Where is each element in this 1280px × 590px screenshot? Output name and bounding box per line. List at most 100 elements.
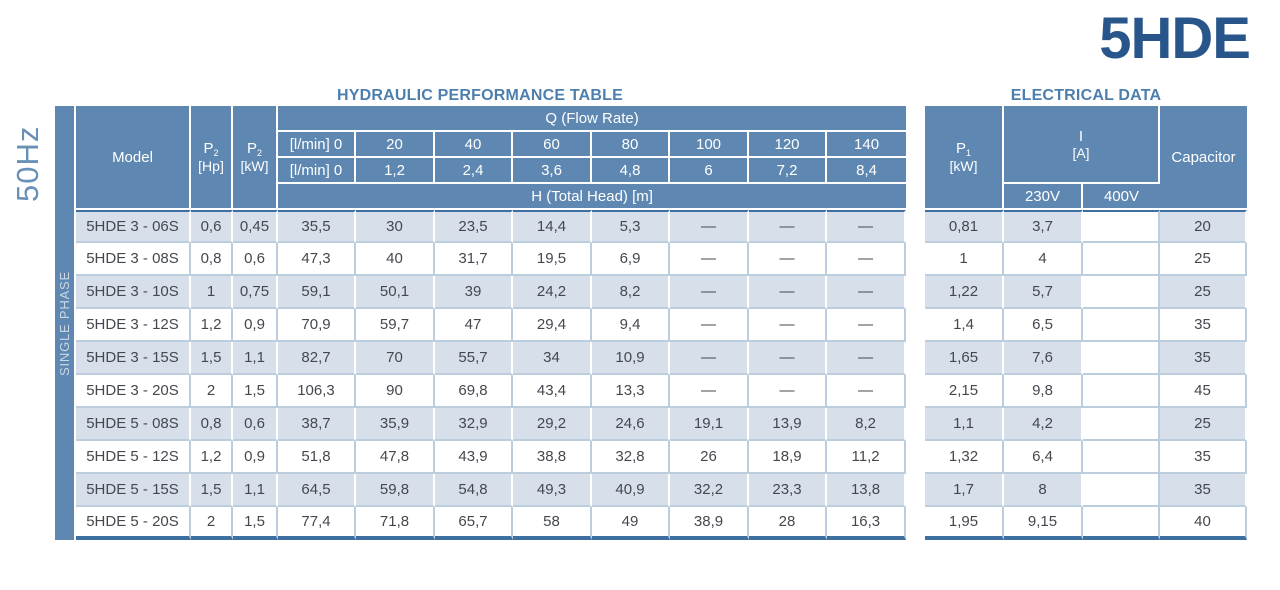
current-400v-cell (1083, 474, 1160, 507)
head-value-cell: 40 (356, 243, 435, 276)
head-value-cell: 43,4 (513, 375, 592, 408)
p2-hp-cell: 0,8 (191, 408, 233, 441)
p1-kw-cell: 1,7 (925, 474, 1004, 507)
head-value-cell: — (670, 342, 749, 375)
flow-m3h-value-cell: 2,4 (435, 158, 513, 184)
flow-m3h-value-cell: 1,2 (356, 158, 435, 184)
p2-kw-cell: 0,75 (233, 276, 278, 309)
head-value-cell: 13,9 (749, 408, 827, 441)
head-value-cell: 24,2 (513, 276, 592, 309)
capacitor-cell: 35 (1160, 342, 1247, 375)
current-400v-cell (1083, 375, 1160, 408)
head-value-cell: — (827, 375, 907, 408)
head-value-cell: 38,9 (670, 507, 749, 540)
head-value-cell: 28 (749, 507, 827, 540)
head-value-cell: — (749, 375, 827, 408)
p2-kw-cell: 0,6 (233, 243, 278, 276)
head-value-cell: 47,8 (356, 441, 435, 474)
p2-kw-cell: 0,45 (233, 210, 278, 243)
model-cell: 5HDE 3 - 20S (76, 375, 191, 408)
head-value-cell: — (827, 243, 907, 276)
current-230v-cell: 4 (1004, 243, 1083, 276)
p2-hp-cell: 1,2 (191, 309, 233, 342)
hydraulic-table-row: 5HDE 3 - 20S 2 1,5 106,3 90 69,8 43,4 13,3— — — (76, 375, 907, 408)
head-value-cell: 8,2 (827, 408, 907, 441)
column-header-model: Model (76, 106, 191, 210)
head-value-cell: 58 (513, 507, 592, 540)
head-value-cell: 90 (356, 375, 435, 408)
total-head-banner: H (Total Head) [m] (278, 184, 907, 210)
head-value-cell: 19,5 (513, 243, 592, 276)
head-value-cell: 5,3 (592, 210, 670, 243)
head-value-cell: 16,3 (827, 507, 907, 540)
hydraulic-table-row: 5HDE 5 - 15S 1,5 1,1 64,5 59,8 54,8 49,3 40,9 32… (76, 474, 907, 507)
current-230v-cell: 8 (1004, 474, 1083, 507)
electrical-table-body: 0,81 3,7 20 1 4 25 1,22 5,7 25 1,4 6,5 35 1,65 7,6 35 2… (925, 210, 1247, 540)
capacitor-cell: 25 (1160, 276, 1247, 309)
head-value-cell: — (670, 210, 749, 243)
flow-lmin-value-cell: 120 (749, 132, 827, 158)
flow-row-m3h: [l/min] 0 1,2 2,4 3,6 4,8 6 7,2 8,4 (76, 158, 907, 184)
head-value-cell: — (670, 243, 749, 276)
column-header-400v: 400V (1083, 184, 1160, 210)
head-value-cell: 70,9 (278, 309, 356, 342)
head-value-cell: 47 (435, 309, 513, 342)
electrical-table-row: 2,15 9,8 45 (925, 375, 1247, 408)
head-value-cell: 13,3 (592, 375, 670, 408)
p2-hp-cell: 2 (191, 507, 233, 540)
hydraulic-table-wrap: SINGLE PHASE Model P2 [Hp] P2 [kW] (55, 106, 907, 540)
flow-lmin-value-cell: 140 (827, 132, 907, 158)
current-230v-cell: 9,15 (1004, 507, 1083, 540)
model-cell: 5HDE 3 - 12S (76, 309, 191, 342)
p2-hp-cell: 1,2 (191, 441, 233, 474)
head-value-cell: 23,3 (749, 474, 827, 507)
head-value-cell: 26 (670, 441, 749, 474)
flow-rate-banner: Q (Flow Rate) (278, 106, 907, 132)
current-400v-cell (1083, 210, 1160, 243)
electrical-table-row: 1,7 8 35 (925, 474, 1247, 507)
electrical-table-row: 1,95 9,15 40 (925, 507, 1247, 540)
head-value-cell: 49 (592, 507, 670, 540)
head-value-cell: 39 (435, 276, 513, 309)
p2-hp-cell: 0,6 (191, 210, 233, 243)
flow-m3h-zero-cell: [l/min] 0 (278, 158, 356, 184)
p1-kw-cell: 1,95 (925, 507, 1004, 540)
p2-kw-cell: 1,1 (233, 474, 278, 507)
current-banner: I [A] (1004, 106, 1160, 184)
hydraulic-table-row: 5HDE 3 - 08S 0,8 0,6 47,3 40 31,7 19,5 6,9— — — (76, 243, 907, 276)
p2-kw-cell: 1,5 (233, 375, 278, 408)
model-cell: 5HDE 3 - 15S (76, 342, 191, 375)
head-value-cell: 59,8 (356, 474, 435, 507)
head-value-cell: 40,9 (592, 474, 670, 507)
electrical-data-table: P1 [kW] I [A] Capacitor 230V 400V 0,81 3,… (925, 106, 1247, 540)
head-value-cell: 55,7 (435, 342, 513, 375)
head-value-cell: — (827, 342, 907, 375)
current-400v-cell (1083, 342, 1160, 375)
p1-kw-cell: 2,15 (925, 375, 1004, 408)
current-400v-cell (1083, 408, 1160, 441)
hydraulic-table-row: 5HDE 3 - 15S 1,5 1,1 82,7 70 55,7 34 10,9— — — (76, 342, 907, 375)
column-header-230v: 230V (1004, 184, 1083, 210)
head-value-cell: — (749, 276, 827, 309)
hydraulic-table-row: 5HDE 5 - 08S 0,8 0,6 38,7 35,9 32,9 29,2 24,6 19… (76, 408, 907, 441)
head-value-cell: 59,1 (278, 276, 356, 309)
electrical-table-row: 1,22 5,7 25 (925, 276, 1247, 309)
head-value-cell: — (749, 243, 827, 276)
head-value-cell: 32,9 (435, 408, 513, 441)
head-value-cell: 31,7 (435, 243, 513, 276)
head-value-cell: 71,8 (356, 507, 435, 540)
head-value-cell: 50,1 (356, 276, 435, 309)
p1-kw-cell: 0,81 (925, 210, 1004, 243)
electrical-table-title: ELECTRICAL DATA (1010, 87, 1162, 104)
head-value-cell: — (670, 309, 749, 342)
head-value-cell: 35,5 (278, 210, 356, 243)
flow-m3h-value-cell: 8,4 (827, 158, 907, 184)
head-value-cell: 77,4 (278, 507, 356, 540)
head-value-cell: 24,6 (592, 408, 670, 441)
p2-hp-cell: 2 (191, 375, 233, 408)
head-value-cell: 9,4 (592, 309, 670, 342)
head-value-cell: 11,2 (827, 441, 907, 474)
single-phase-label: SINGLE PHASE (57, 270, 72, 376)
electrical-table-row: 1,32 6,4 35 (925, 441, 1247, 474)
